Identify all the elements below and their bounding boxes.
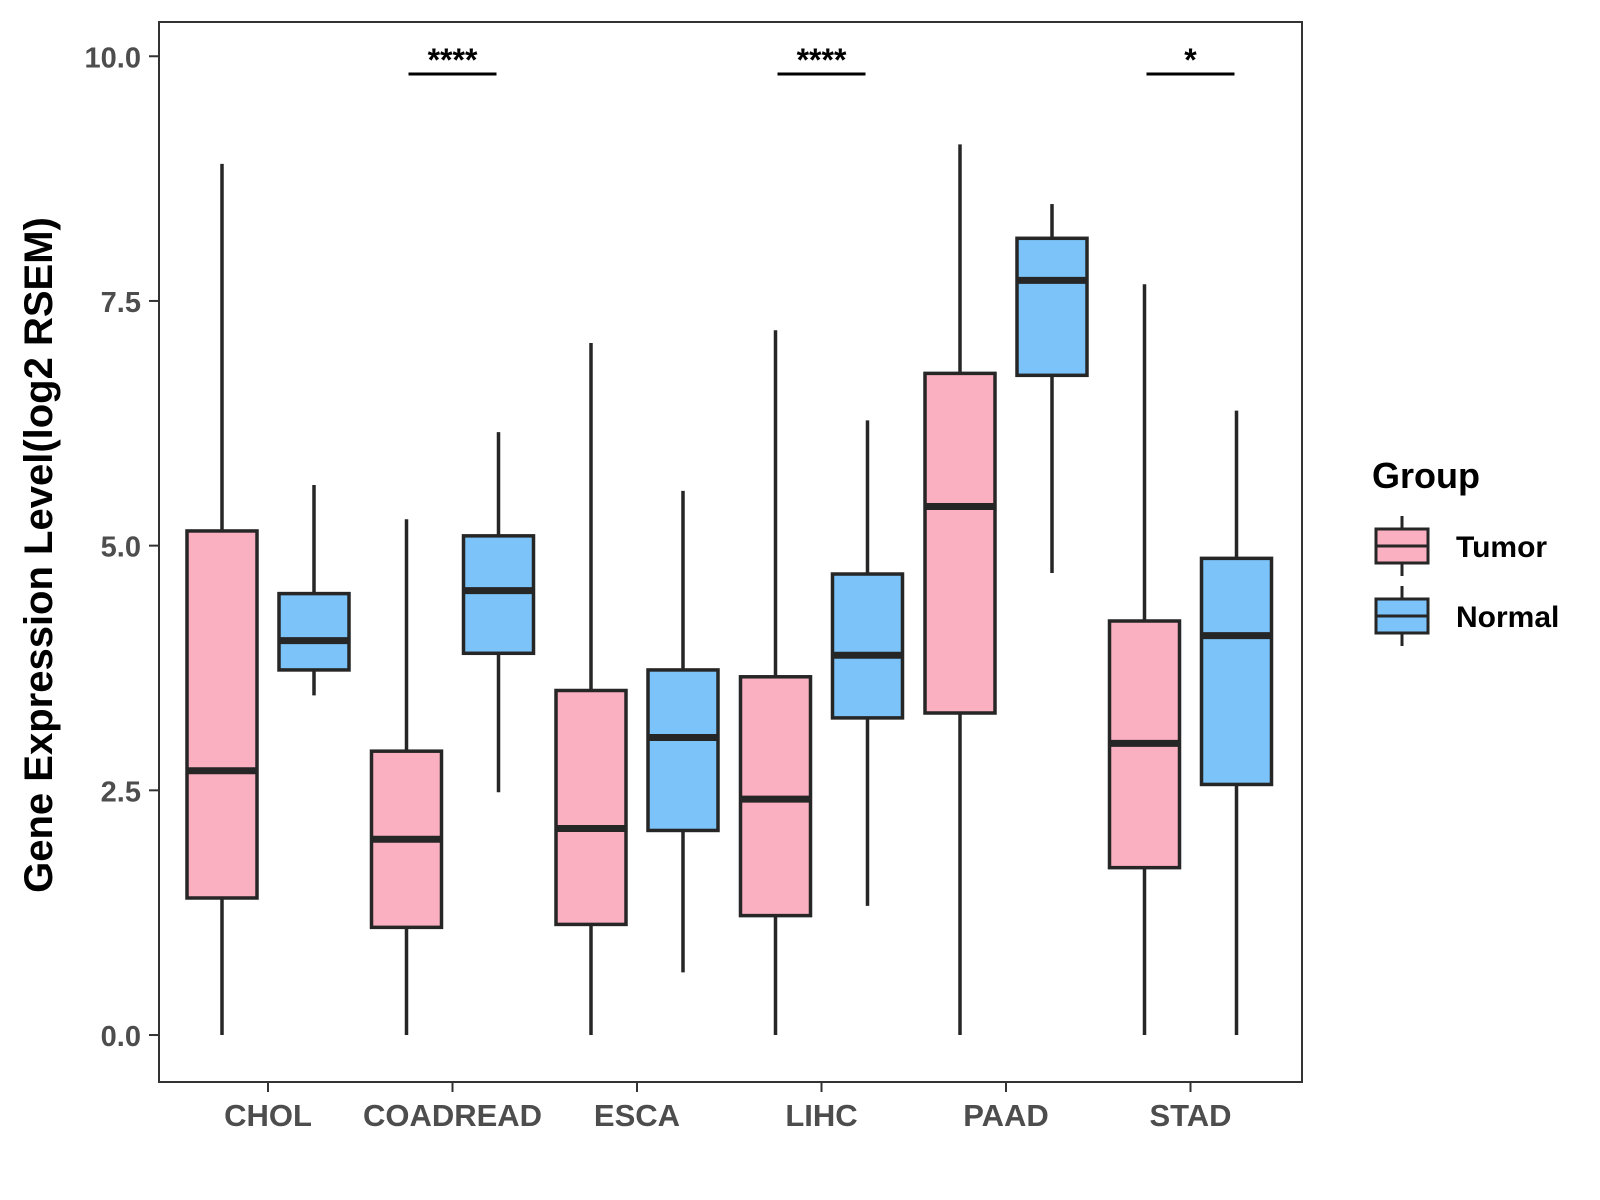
y-axis-title: Gene Expression Level(log2 RSEM) <box>17 217 61 893</box>
significance-label: **** <box>797 42 847 78</box>
box-iqr <box>461 534 536 656</box>
box-iqr <box>923 371 997 715</box>
significance-label: * <box>1184 42 1197 78</box>
box-iqr <box>185 529 259 900</box>
box-tumor-lihc <box>738 330 813 1036</box>
legend-label: Normal <box>1456 601 1559 634</box>
x-tick-label: PAAD <box>963 1098 1049 1133</box>
box-normal-coadread <box>461 432 536 793</box>
x-tick-label: COADREAD <box>363 1098 542 1133</box>
box-iqr <box>1199 556 1274 787</box>
box-normal-lihc <box>830 420 905 906</box>
box-normal-stad <box>1199 410 1274 1036</box>
box-tumor-esca <box>554 343 628 1036</box>
legend-item-tumor: Tumor <box>1374 516 1547 576</box>
box-tumor-stad <box>1107 284 1182 1036</box>
plot-area: 0.0 2.5 5.0 7.5 10.0 CHOL COADREAD ESCA LIHC PAAD… <box>85 21 1559 1133</box>
box-normal-paad <box>1015 204 1089 574</box>
legend-item-normal: Normal <box>1374 586 1559 646</box>
x-tick-label: STAD <box>1149 1098 1231 1133</box>
x-tick-label: ESCA <box>594 1098 680 1133</box>
box-tumor-chol <box>185 163 259 1036</box>
box-normal-chol <box>277 484 351 696</box>
legend-title: Group <box>1372 455 1480 496</box>
box-iqr <box>646 668 720 833</box>
legend-label: Tumor <box>1456 531 1547 564</box>
box-iqr <box>830 572 905 720</box>
plot-panel-border <box>158 21 1303 1083</box>
box-normal-esca <box>646 490 720 973</box>
y-tick-label: 2.5 <box>101 776 141 808</box>
y-tick-label: 5.0 <box>101 532 141 564</box>
x-tick-label: CHOL <box>224 1098 312 1133</box>
significance-label: **** <box>428 42 478 78</box>
y-tick-label: 0.0 <box>101 1021 141 1053</box>
box-iqr <box>1015 236 1089 378</box>
box-iqr <box>277 591 351 672</box>
box-iqr <box>554 688 628 927</box>
x-tick-label: LIHC <box>785 1098 857 1133</box>
box-tumor-coadread <box>369 519 444 1036</box>
y-tick-label: 10.0 <box>85 42 141 74</box>
box-tumor-paad <box>923 144 997 1036</box>
y-tick-label: 7.5 <box>101 287 141 319</box>
